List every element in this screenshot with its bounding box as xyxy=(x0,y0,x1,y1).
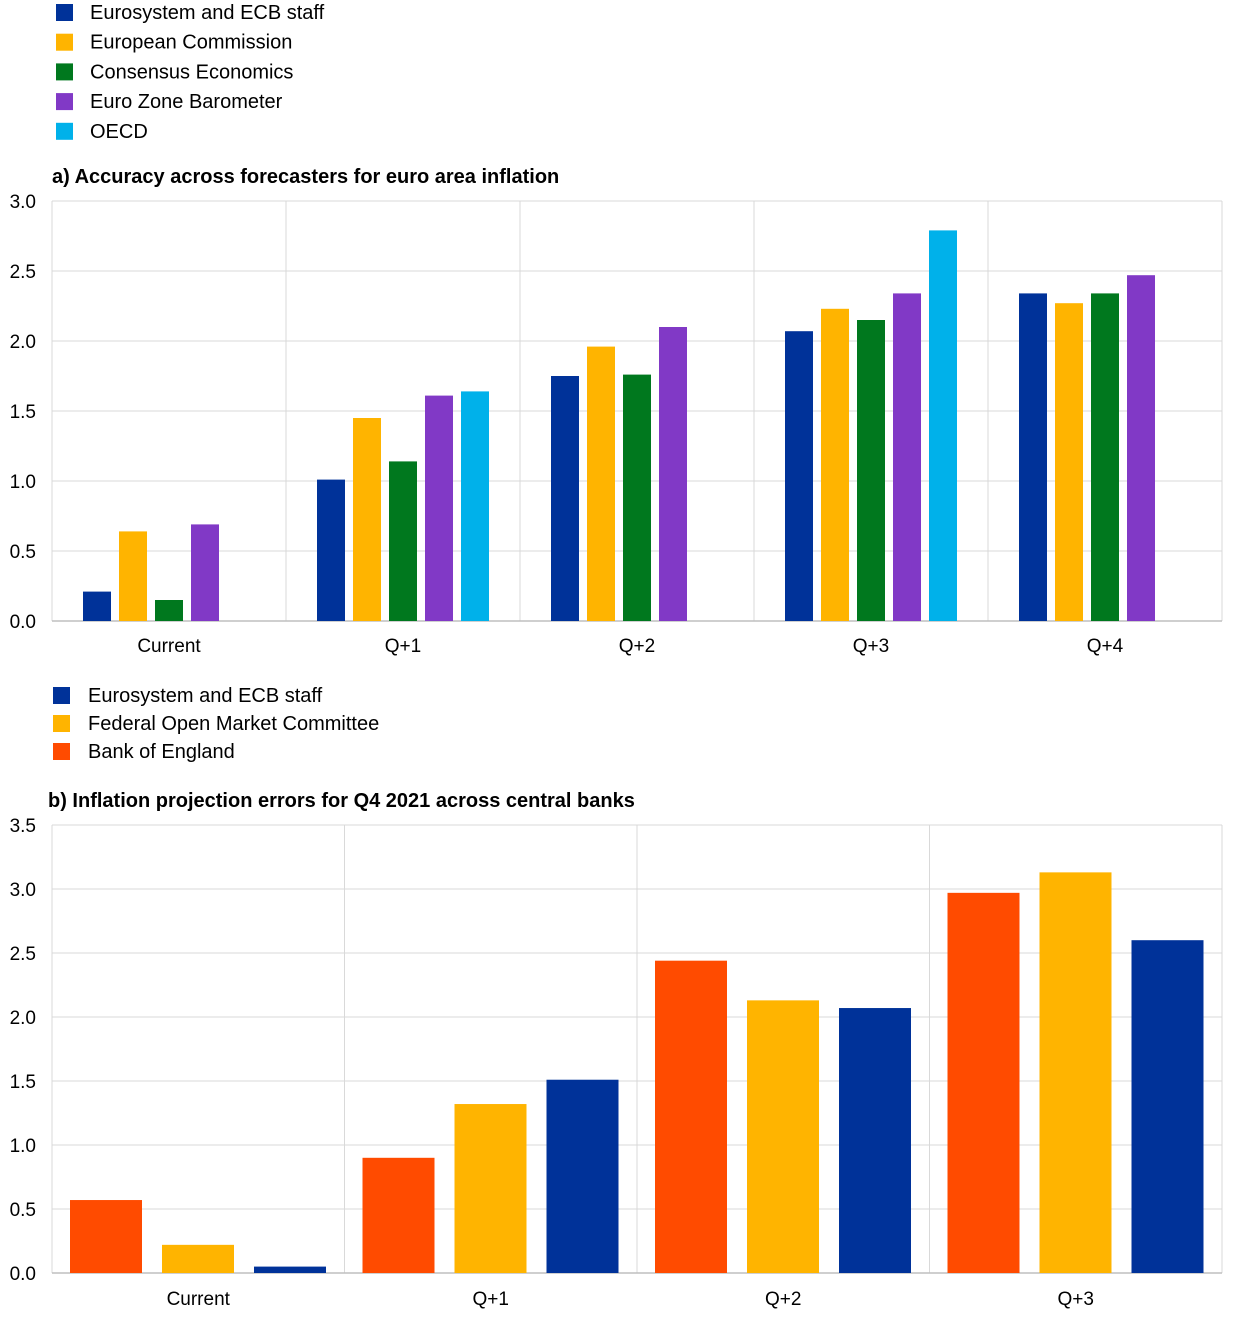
bar xyxy=(893,293,921,621)
bar xyxy=(1055,303,1083,621)
legend-label: Eurosystem and ECB staff xyxy=(90,2,325,24)
bar xyxy=(839,1008,911,1273)
legend-swatch xyxy=(53,743,70,760)
bar xyxy=(389,461,417,621)
legend-label: Federal Open Market Committee xyxy=(88,713,379,735)
x-tick-label: Q+4 xyxy=(1087,636,1124,657)
x-tick-label: Q+1 xyxy=(473,1289,509,1310)
y-tick-label: 3.0 xyxy=(10,192,36,213)
bar xyxy=(83,591,111,621)
x-tick-label: Current xyxy=(137,636,201,657)
legend-swatch xyxy=(53,687,70,704)
bar xyxy=(1019,293,1047,621)
legend-swatch xyxy=(56,63,73,81)
y-tick-label: 0.5 xyxy=(10,542,36,563)
y-tick-label: 1.5 xyxy=(10,402,36,423)
y-tick-label: 2.0 xyxy=(10,332,36,353)
bar xyxy=(353,418,381,621)
x-tick-label: Current xyxy=(167,1289,231,1310)
legend-swatch xyxy=(56,33,73,51)
bar xyxy=(454,1104,527,1273)
bar xyxy=(425,395,453,621)
x-tick-label: Q+3 xyxy=(853,636,889,657)
bar xyxy=(587,346,615,621)
y-tick-label: 1.0 xyxy=(10,1136,36,1157)
y-tick-label: 3.0 xyxy=(10,880,36,901)
bar xyxy=(254,1266,326,1273)
legend-label: OECD xyxy=(90,121,148,143)
chart-title: b) Inflation projection errors for Q4 20… xyxy=(48,790,635,812)
bar xyxy=(947,892,1020,1273)
y-tick-label: 0.5 xyxy=(10,1200,36,1221)
y-tick-label: 2.5 xyxy=(10,262,36,283)
legend-swatch xyxy=(56,122,73,140)
bar xyxy=(857,320,885,621)
x-tick-label: Q+1 xyxy=(385,636,421,657)
bar xyxy=(659,327,687,621)
y-tick-label: 1.0 xyxy=(10,472,36,493)
y-tick-label: 1.5 xyxy=(10,1072,36,1093)
y-tick-label: 0.0 xyxy=(10,612,36,633)
bar xyxy=(155,600,183,621)
bar xyxy=(623,374,651,621)
bar xyxy=(317,479,345,621)
x-tick-label: Q+3 xyxy=(1058,1289,1094,1310)
y-tick-label: 3.5 xyxy=(10,816,36,837)
y-tick-label: 2.0 xyxy=(10,1008,36,1029)
bar xyxy=(362,1157,435,1273)
y-tick-label: 0.0 xyxy=(10,1264,36,1285)
bar xyxy=(191,524,219,621)
bar xyxy=(821,308,849,621)
bar xyxy=(929,230,957,621)
legend-label: Eurosystem and ECB staff xyxy=(88,685,323,707)
legend-swatch xyxy=(56,4,73,21)
chart-title: a) Accuracy across forecasters for euro … xyxy=(52,166,559,188)
legend-label: European Commission xyxy=(90,32,292,54)
bar xyxy=(119,531,147,621)
legend-label: Euro Zone Barometer xyxy=(90,91,283,113)
legend-swatch xyxy=(53,715,70,732)
bar xyxy=(546,1079,619,1273)
bar xyxy=(1039,872,1112,1273)
legend-swatch xyxy=(56,93,73,111)
bar xyxy=(551,376,579,621)
bar xyxy=(785,331,813,621)
legend-label: Bank of England xyxy=(88,741,235,763)
bar xyxy=(162,1244,234,1273)
x-tick-label: Q+2 xyxy=(619,636,655,657)
bar xyxy=(70,1200,142,1273)
y-tick-label: 2.5 xyxy=(10,944,36,965)
bar xyxy=(655,960,727,1273)
bar xyxy=(1131,940,1204,1273)
bar xyxy=(461,391,489,621)
bar xyxy=(1091,293,1119,621)
x-tick-label: Q+2 xyxy=(765,1289,801,1310)
legend-label: Consensus Economics xyxy=(90,61,293,83)
bar xyxy=(747,1000,819,1273)
bar xyxy=(1127,275,1155,621)
